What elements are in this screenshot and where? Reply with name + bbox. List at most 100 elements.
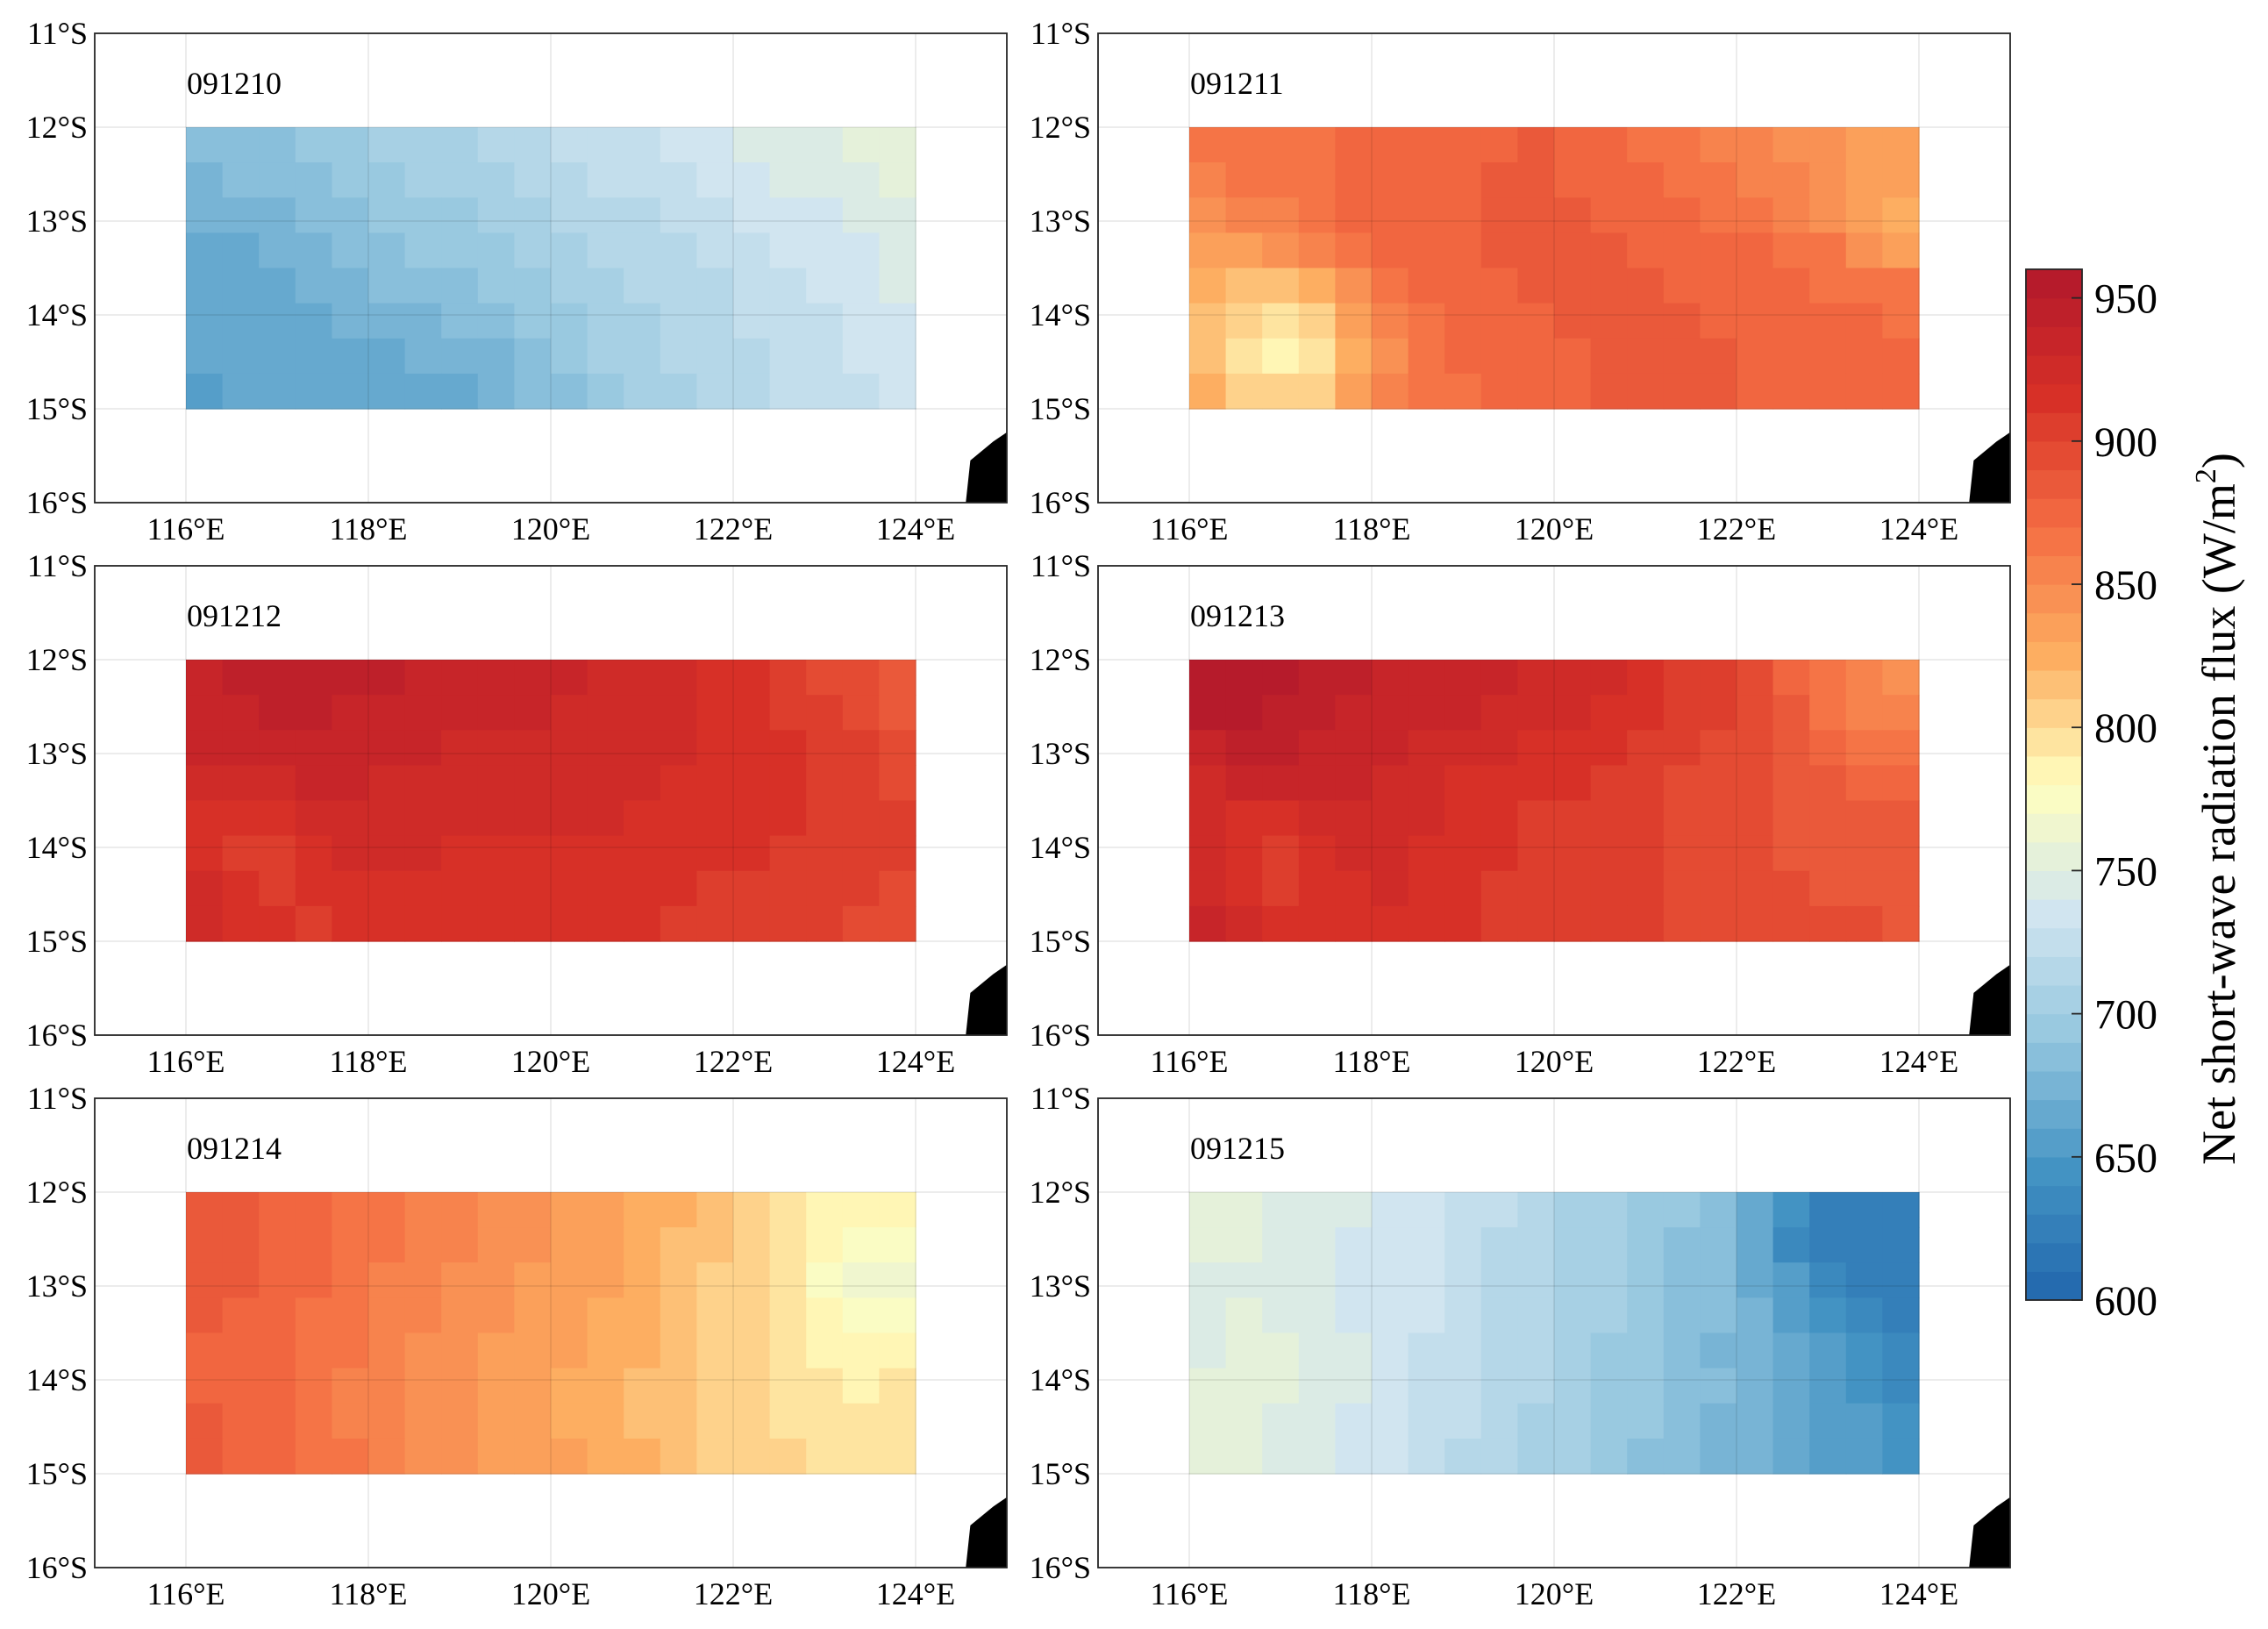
heatmap-cell bbox=[1700, 1403, 1737, 1440]
colorbar-segment bbox=[2026, 927, 2082, 957]
y-tick-label: 11°S bbox=[1031, 548, 1091, 583]
heatmap-cell bbox=[1772, 695, 1810, 731]
heatmap-cell bbox=[587, 765, 624, 802]
heatmap-cell bbox=[1444, 870, 1482, 907]
heatmap-cell bbox=[186, 1332, 224, 1369]
heatmap-cell bbox=[1737, 730, 1774, 766]
colorbar-segment bbox=[2026, 956, 2082, 986]
heatmap-cell bbox=[1700, 232, 1737, 269]
heatmap-cell bbox=[441, 268, 479, 304]
heatmap-cell bbox=[1372, 373, 1409, 410]
heatmap-cell bbox=[806, 1192, 844, 1228]
heatmap-cell bbox=[1225, 1438, 1263, 1475]
heatmap-cell bbox=[1335, 835, 1373, 872]
heatmap-cell bbox=[1627, 268, 1665, 304]
heatmap-cell bbox=[1480, 835, 1518, 872]
heatmap-cell bbox=[1882, 905, 1920, 942]
heatmap-cell bbox=[1298, 800, 1336, 837]
heatmap-cell bbox=[295, 765, 332, 802]
heatmap-cell bbox=[332, 338, 369, 375]
heatmap-cell bbox=[259, 1332, 296, 1369]
heatmap-cell bbox=[769, 373, 807, 410]
heatmap-cell bbox=[1627, 373, 1665, 410]
heatmap-cell bbox=[186, 730, 224, 766]
y-tick-label: 12°S bbox=[26, 110, 88, 145]
heatmap-cell bbox=[806, 197, 844, 233]
heatmap-cell bbox=[1809, 1368, 1847, 1404]
heatmap-cell bbox=[477, 1368, 515, 1404]
heatmap-cell bbox=[1882, 870, 1920, 907]
heatmap-cell bbox=[879, 1438, 916, 1475]
heatmap-cell bbox=[1700, 373, 1737, 410]
y-tick-label: 11°S bbox=[27, 16, 88, 51]
heatmap-cell bbox=[1554, 1297, 1592, 1334]
heatmap-cell bbox=[1372, 800, 1409, 837]
heatmap-cell bbox=[441, 765, 479, 802]
heatmap-cell bbox=[1590, 1192, 1628, 1228]
heatmap-cell bbox=[1663, 870, 1701, 907]
heatmap-cell bbox=[259, 162, 296, 198]
heatmap-cell bbox=[1408, 730, 1445, 766]
heatmap-cell bbox=[733, 1438, 771, 1475]
heatmap-cell bbox=[842, 1297, 880, 1334]
heatmap-cell bbox=[1554, 197, 1592, 233]
heatmap-cell bbox=[259, 1438, 296, 1475]
heatmap-cell bbox=[696, 1438, 734, 1475]
heatmap-cell bbox=[1189, 730, 1227, 766]
heatmap-cell bbox=[660, 1192, 697, 1228]
heatmap-cell bbox=[368, 197, 406, 233]
heatmap-cell bbox=[624, 373, 661, 410]
heatmap-cell bbox=[1590, 197, 1628, 233]
heatmap-cell bbox=[1590, 303, 1628, 339]
heatmap-cell bbox=[1480, 268, 1518, 304]
heatmap-cell bbox=[1444, 660, 1482, 696]
heatmap-cell bbox=[1737, 1297, 1774, 1334]
heatmap-cell bbox=[1663, 303, 1701, 339]
heatmap-cell bbox=[1480, 800, 1518, 837]
heatmap-cell bbox=[368, 1332, 406, 1369]
colorbar-tick-label: 800 bbox=[2094, 705, 2157, 752]
heatmap-cell bbox=[1408, 1332, 1445, 1369]
heatmap-cell bbox=[1700, 695, 1737, 731]
heatmap-cell bbox=[1627, 197, 1665, 233]
heatmap-cell bbox=[222, 800, 260, 837]
heatmap-cell bbox=[1554, 268, 1592, 304]
heatmap-cell bbox=[1882, 338, 1920, 375]
heatmap-cell bbox=[1298, 1297, 1336, 1334]
heatmap-cell bbox=[1809, 338, 1847, 375]
heatmap-cell bbox=[551, 303, 588, 339]
heatmap-cell bbox=[1737, 870, 1774, 907]
panel-title: 091214 bbox=[187, 1131, 282, 1166]
heatmap-cell bbox=[1444, 232, 1482, 269]
heatmap-cell bbox=[1480, 1192, 1518, 1228]
heatmap-cell bbox=[1262, 268, 1300, 304]
heatmap-cell bbox=[404, 870, 442, 907]
heatmap-cell bbox=[332, 730, 369, 766]
heatmap-cell bbox=[879, 1192, 916, 1228]
heatmap-cell bbox=[222, 695, 260, 731]
heatmap-cell bbox=[1772, 835, 1810, 872]
heatmap-cell bbox=[587, 303, 624, 339]
colorbar-tick-label: 700 bbox=[2094, 992, 2157, 1039]
heatmap-cell bbox=[368, 765, 406, 802]
heatmap-cell bbox=[1517, 127, 1555, 163]
heatmap-cell bbox=[1882, 162, 1920, 198]
heatmap-cell bbox=[1444, 268, 1482, 304]
heatmap-cell bbox=[295, 800, 332, 837]
x-tick-label: 122°E bbox=[1697, 511, 1776, 547]
heatmap-cell bbox=[1372, 1332, 1409, 1369]
heatmap-cell bbox=[551, 373, 588, 410]
heatmap-cell bbox=[733, 1262, 771, 1298]
heatmap-cell bbox=[259, 870, 296, 907]
heatmap-cell bbox=[769, 338, 807, 375]
heatmap-cell bbox=[514, 870, 552, 907]
heatmap-cell bbox=[842, 800, 880, 837]
heatmap-cell bbox=[1189, 905, 1227, 942]
heatmap-cell bbox=[879, 1332, 916, 1369]
heatmap-cell bbox=[1737, 1438, 1774, 1475]
heatmap-cell bbox=[1262, 197, 1300, 233]
heatmap-cell bbox=[733, 730, 771, 766]
heatmap-cell bbox=[696, 1227, 734, 1263]
heatmap-cell bbox=[1262, 695, 1300, 731]
heatmap-cell bbox=[842, 127, 880, 163]
